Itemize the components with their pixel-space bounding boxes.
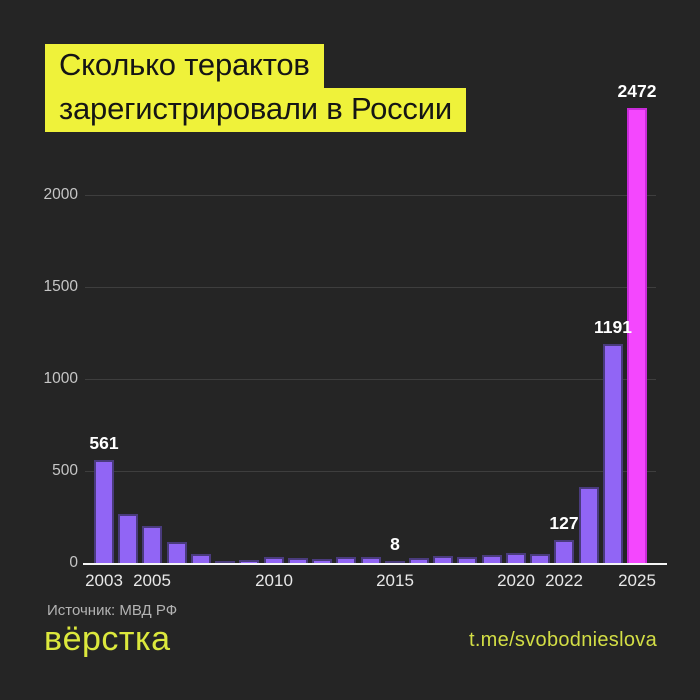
x-tick-label-2003: 2003 <box>85 571 123 590</box>
bar-2005 <box>142 526 162 563</box>
bar-2025 <box>627 108 647 563</box>
telegram-link[interactable]: t.me/svobodnieslova <box>468 629 657 651</box>
x-axis-line <box>83 563 667 565</box>
bar-2010 <box>264 557 284 563</box>
verstka-logo: вёрстка <box>44 620 171 658</box>
bar-2007 <box>191 554 211 563</box>
bar-2019 <box>482 555 502 563</box>
bar-2024 <box>603 344 623 563</box>
y-tick-label-500: 500 <box>52 462 78 479</box>
gridline-1500 <box>85 287 656 288</box>
y-tick-label-1500: 1500 <box>43 278 78 295</box>
x-tick-label-2010: 2010 <box>255 571 293 590</box>
bar-2008 <box>215 561 235 563</box>
bar-2003 <box>94 460 114 563</box>
bar-2021 <box>530 554 550 563</box>
bar-2018 <box>457 557 477 563</box>
value-label-2024: 1191 <box>594 317 632 337</box>
bar-2006 <box>167 542 187 563</box>
bar-2023 <box>579 487 599 563</box>
gridline-1000 <box>85 379 656 380</box>
x-tick-label-2015: 2015 <box>376 571 414 590</box>
gridline-2000 <box>85 195 656 196</box>
bar-2009 <box>239 560 259 563</box>
chart-title-line-1: Сколько терактов <box>45 44 324 88</box>
bar-2015 <box>385 561 405 563</box>
x-tick-label-2005: 2005 <box>133 571 171 590</box>
chart-title: Сколько терактов зарегистрировали в Росс… <box>45 44 466 132</box>
value-label-2022: 127 <box>549 513 579 533</box>
bar-2017 <box>433 556 453 563</box>
value-label-2015: 8 <box>390 534 400 554</box>
source-label: Источник: МВД РФ <box>47 602 178 619</box>
chart-title-line-2: зарегистрировали в России <box>45 88 466 132</box>
bar-2004 <box>118 514 138 563</box>
bar-2014 <box>361 557 381 563</box>
x-tick-label-2022: 2022 <box>545 571 583 590</box>
bar-2020 <box>506 553 526 563</box>
bar-2011 <box>288 558 308 563</box>
bar-2016 <box>409 558 429 563</box>
y-tick-label-1000: 1000 <box>43 370 78 387</box>
y-tick-label-2000: 2000 <box>43 186 78 203</box>
value-label-2025: 2472 <box>617 81 657 101</box>
gridline-500 <box>85 471 656 472</box>
y-tick-label-0: 0 <box>69 554 78 571</box>
bar-2022 <box>554 540 574 563</box>
value-label-2003: 561 <box>89 433 119 453</box>
x-tick-label-2025: 2025 <box>618 571 656 590</box>
bar-2012 <box>312 559 332 563</box>
bar-2013 <box>336 557 356 563</box>
x-tick-label-2020: 2020 <box>497 571 535 590</box>
